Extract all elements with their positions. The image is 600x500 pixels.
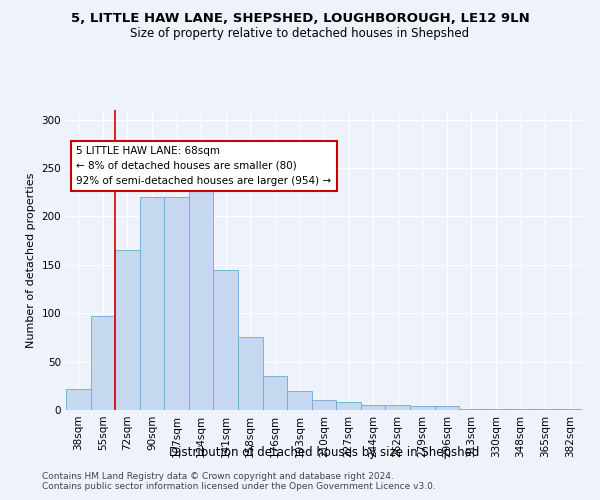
Bar xyxy=(508,409,533,410)
Text: 5, LITTLE HAW LANE, SHEPSHED, LOUGHBOROUGH, LE12 9LN: 5, LITTLE HAW LANE, SHEPSHED, LOUGHBOROU… xyxy=(71,12,529,26)
Bar xyxy=(312,400,336,410)
Bar xyxy=(115,250,140,410)
Bar xyxy=(434,406,459,410)
Text: Size of property relative to detached houses in Shepshed: Size of property relative to detached ho… xyxy=(130,28,470,40)
Bar xyxy=(214,270,238,410)
Bar xyxy=(385,405,410,410)
Bar xyxy=(459,409,484,410)
Bar xyxy=(410,406,434,410)
Bar xyxy=(189,180,214,410)
Bar xyxy=(263,376,287,410)
Bar xyxy=(238,338,263,410)
Bar xyxy=(361,405,385,410)
Bar xyxy=(484,409,508,410)
Bar xyxy=(140,197,164,410)
Text: 5 LITTLE HAW LANE: 68sqm
← 8% of detached houses are smaller (80)
92% of semi-de: 5 LITTLE HAW LANE: 68sqm ← 8% of detache… xyxy=(76,146,331,186)
Y-axis label: Number of detached properties: Number of detached properties xyxy=(26,172,36,348)
Bar xyxy=(91,316,115,410)
Bar xyxy=(66,388,91,410)
Text: Contains public sector information licensed under the Open Government Licence v3: Contains public sector information licen… xyxy=(42,482,436,491)
Text: Distribution of detached houses by size in Shepshed: Distribution of detached houses by size … xyxy=(169,446,479,459)
Bar xyxy=(287,390,312,410)
Bar xyxy=(164,197,189,410)
Bar xyxy=(533,409,557,410)
Text: Contains HM Land Registry data © Crown copyright and database right 2024.: Contains HM Land Registry data © Crown c… xyxy=(42,472,394,481)
Bar xyxy=(336,402,361,410)
Bar xyxy=(557,409,582,410)
